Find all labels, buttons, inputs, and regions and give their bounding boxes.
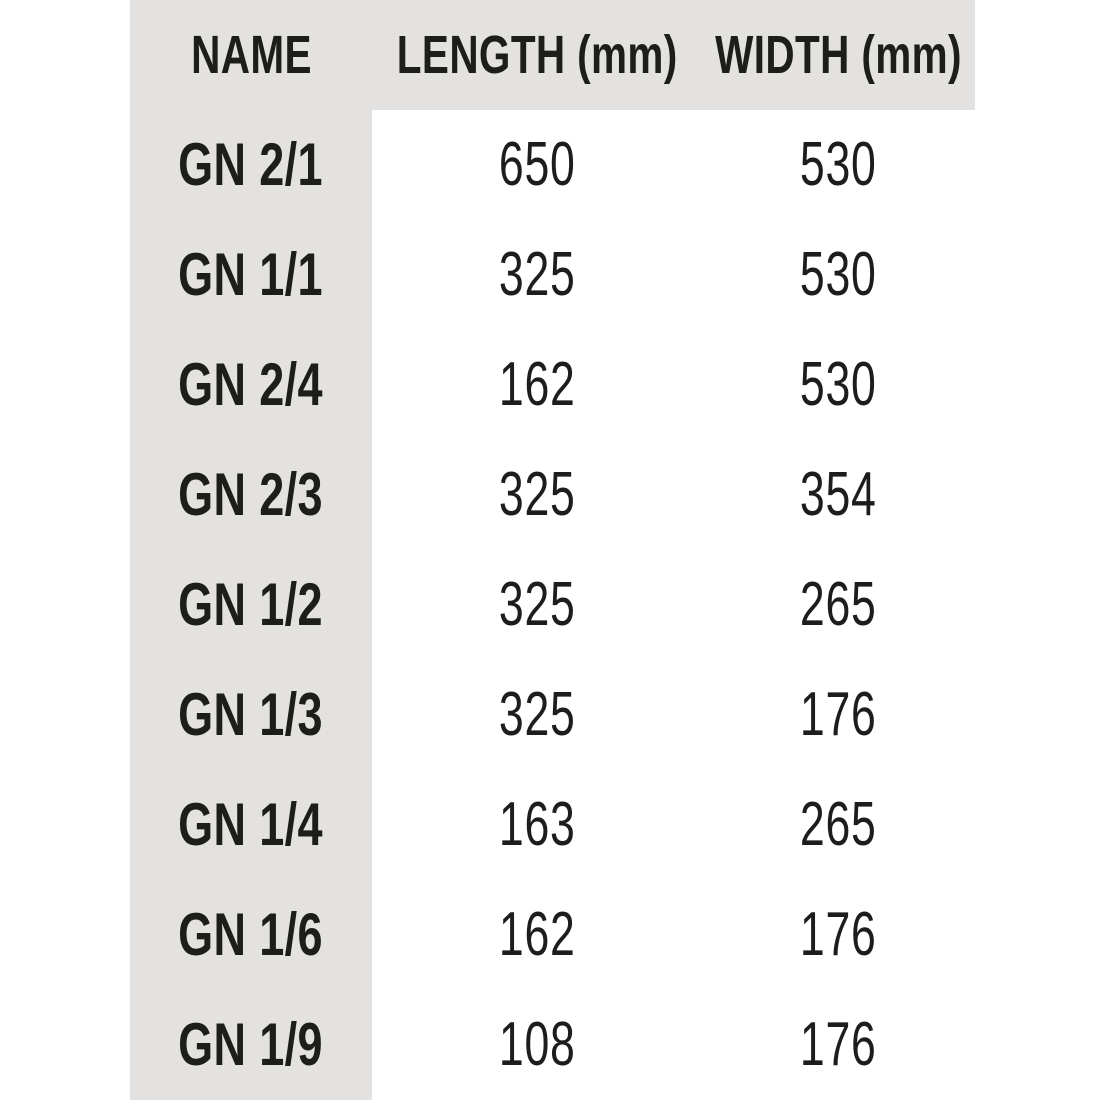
- column-header-length-label: LENGTH (mm): [396, 25, 678, 85]
- cell-length: 325: [372, 550, 702, 660]
- cell-name: GN 2/3: [130, 440, 372, 550]
- cell-width: 176: [702, 880, 975, 990]
- cell-length-text: 163: [498, 790, 576, 859]
- cell-name: GN 1/1: [130, 220, 372, 330]
- column-header-width: WIDTH (mm): [702, 0, 975, 110]
- cell-name: GN 1/4: [130, 770, 372, 880]
- cell-name-text: GN 1/6: [178, 901, 324, 968]
- cell-length-text: 162: [498, 350, 576, 419]
- cell-length: 325: [372, 440, 702, 550]
- cell-length: 650: [372, 110, 702, 220]
- cell-length: 325: [372, 220, 702, 330]
- cell-name: GN 2/4: [130, 330, 372, 440]
- cell-name: GN 1/3: [130, 660, 372, 770]
- cell-width-text: 176: [800, 680, 877, 749]
- cell-width: 530: [702, 110, 975, 220]
- cell-name-text: GN 1/4: [178, 791, 324, 858]
- cell-length-text: 162: [498, 900, 576, 969]
- size-table: NAME LENGTH (mm) WIDTH (mm) GN 2/1 650 5…: [130, 0, 975, 1100]
- cell-width: 265: [702, 550, 975, 660]
- cell-width: 530: [702, 330, 975, 440]
- column-header-name: NAME: [130, 0, 372, 110]
- cell-length: 163: [372, 770, 702, 880]
- name-column-background: [130, 0, 372, 1100]
- cell-width: 176: [702, 660, 975, 770]
- cell-length-text: 108: [498, 1010, 576, 1079]
- cell-length-text: 650: [498, 130, 576, 199]
- cell-width-text: 530: [800, 350, 877, 419]
- cell-name-text: GN 1/2: [178, 571, 324, 638]
- column-header-width-label: WIDTH (mm): [715, 25, 962, 85]
- cell-width-text: 354: [800, 460, 877, 529]
- cell-length: 108: [372, 990, 702, 1100]
- cell-width-text: 176: [800, 1010, 877, 1079]
- cell-length: 162: [372, 880, 702, 990]
- cell-width-text: 265: [800, 570, 877, 639]
- cell-name-text: GN 1/3: [178, 681, 324, 748]
- cell-name: GN 1/6: [130, 880, 372, 990]
- cell-length: 325: [372, 660, 702, 770]
- column-header-name-label: NAME: [190, 25, 312, 85]
- cell-name-text: GN 2/3: [178, 461, 324, 528]
- cell-length: 162: [372, 330, 702, 440]
- cell-name: GN 1/9: [130, 990, 372, 1100]
- cell-name-text: GN 2/4: [178, 351, 324, 418]
- cell-length-text: 325: [498, 680, 576, 749]
- cell-name-text: GN 1/1: [178, 241, 324, 308]
- cell-width-text: 530: [800, 130, 877, 199]
- cell-width-text: 530: [800, 240, 877, 309]
- cell-name: GN 1/2: [130, 550, 372, 660]
- header-row-background: [130, 0, 975, 110]
- cell-width: 530: [702, 220, 975, 330]
- cell-width: 354: [702, 440, 975, 550]
- cell-width: 265: [702, 770, 975, 880]
- cell-name: GN 2/1: [130, 110, 372, 220]
- cell-width-text: 176: [800, 900, 877, 969]
- cell-length-text: 325: [498, 240, 576, 309]
- column-header-length: LENGTH (mm): [372, 0, 702, 110]
- cell-length-text: 325: [498, 570, 576, 639]
- cell-width: 176: [702, 990, 975, 1100]
- cell-name-text: GN 2/1: [178, 131, 324, 198]
- cell-name-text: GN 1/9: [178, 1011, 324, 1078]
- cell-length-text: 325: [498, 460, 576, 529]
- cell-width-text: 265: [800, 790, 877, 859]
